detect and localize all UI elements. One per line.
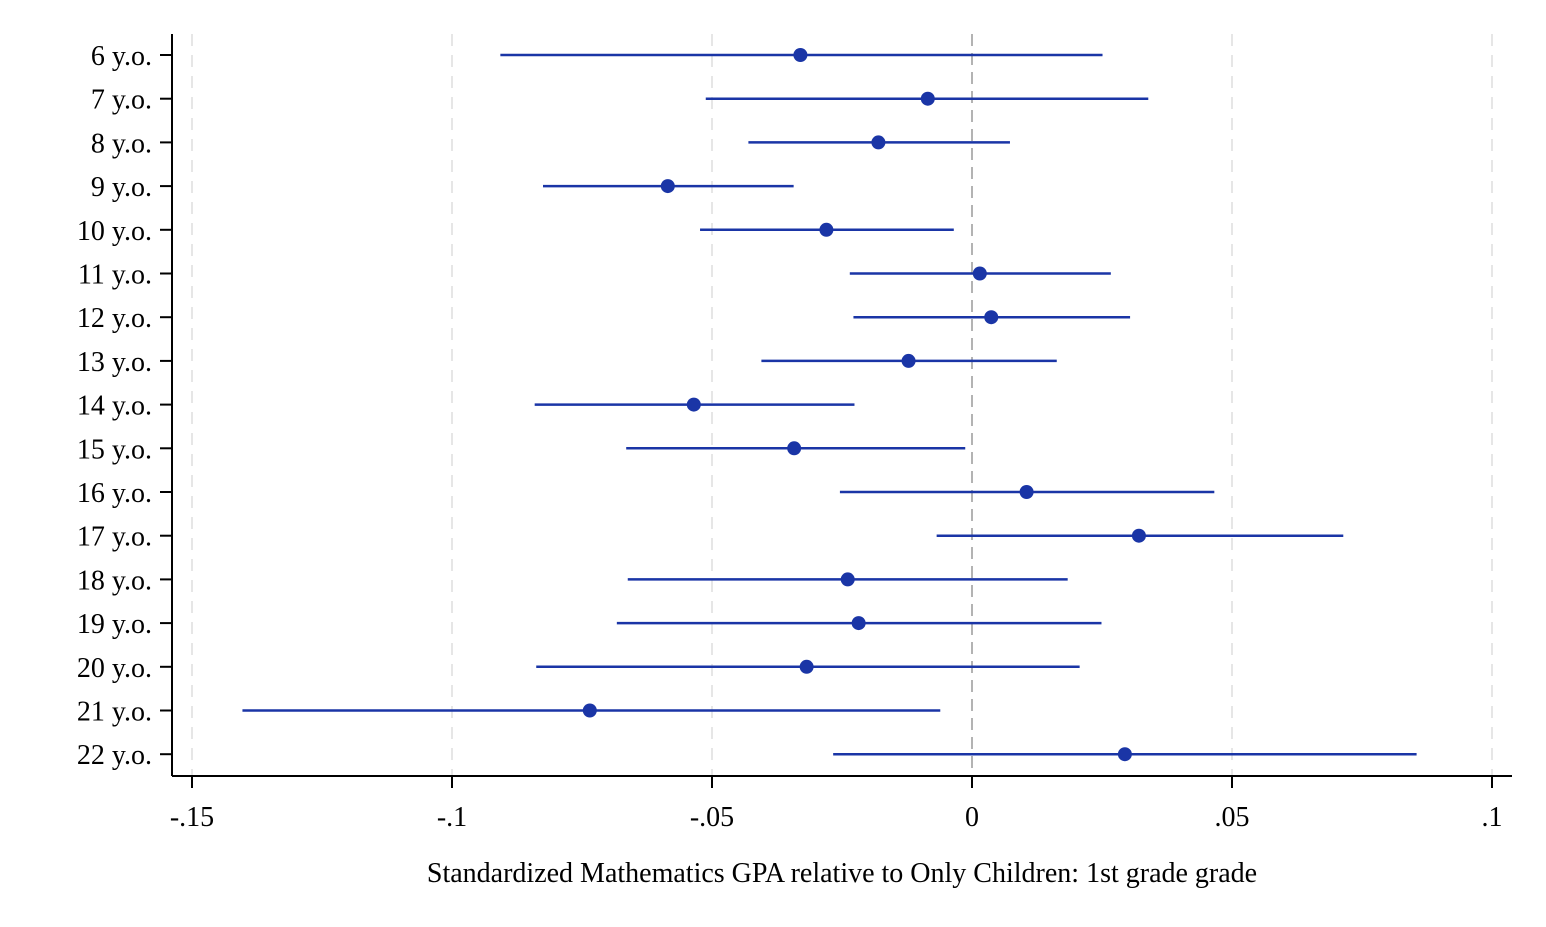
point-estimate bbox=[787, 441, 802, 456]
y-tick-label: 8 y.o. bbox=[91, 128, 152, 159]
y-tick-label: 12 y.o. bbox=[77, 303, 152, 334]
y-tick-label: 21 y.o. bbox=[77, 697, 152, 728]
point-estimate bbox=[686, 397, 701, 412]
y-tick-label: 18 y.o. bbox=[77, 565, 152, 596]
point-estimate bbox=[871, 135, 886, 150]
y-tick-label: 11 y.o. bbox=[78, 260, 152, 291]
estimates-layer bbox=[242, 48, 1417, 762]
y-tick-label: 20 y.o. bbox=[77, 653, 152, 684]
point-estimate bbox=[793, 48, 808, 62]
x-axis-title: Standardized Mathematics GPA relative to… bbox=[427, 858, 1257, 889]
x-axis-ticks: -.15 -.1 -.05 0 .05 .1 bbox=[170, 776, 1503, 833]
point-estimate bbox=[1019, 485, 1034, 499]
point-estimate bbox=[901, 353, 916, 368]
point-estimate bbox=[851, 616, 866, 631]
y-tick-label: 22 y.o. bbox=[77, 740, 152, 771]
point-estimate bbox=[660, 179, 675, 194]
x-tick-label: .05 bbox=[1215, 802, 1250, 833]
y-tick-label: 14 y.o. bbox=[77, 391, 152, 422]
point-estimate bbox=[972, 266, 987, 281]
y-tick-label: 9 y.o. bbox=[91, 172, 152, 203]
point-estimate bbox=[984, 310, 999, 325]
y-tick-label: 10 y.o. bbox=[77, 216, 152, 247]
point-estimate bbox=[840, 572, 855, 587]
x-tick-label: -.05 bbox=[690, 802, 734, 833]
point-estimate bbox=[819, 222, 834, 237]
point-estimate bbox=[799, 659, 814, 674]
x-tick-label: -.15 bbox=[170, 802, 214, 833]
x-tick-label: 0 bbox=[965, 802, 979, 833]
x-tick-label: .1 bbox=[1482, 802, 1503, 833]
y-tick-label: 7 y.o. bbox=[91, 85, 152, 116]
y-axis-ticks: 6 y.o. 7 y.o. 8 y.o. 9 y.o. 10 y.o. 11 y.o. 12… bbox=[77, 41, 172, 771]
point-estimate bbox=[582, 703, 597, 718]
y-tick-label: 17 y.o. bbox=[77, 522, 152, 553]
y-tick-label: 15 y.o. bbox=[77, 434, 152, 465]
x-tick-label: -.1 bbox=[437, 802, 467, 833]
y-tick-label: 6 y.o. bbox=[91, 41, 152, 72]
y-tick-label: 19 y.o. bbox=[77, 609, 152, 640]
point-estimate bbox=[1117, 747, 1132, 762]
grid-layer bbox=[191, 34, 1493, 776]
point-estimate bbox=[920, 91, 935, 106]
point-estimate bbox=[1131, 528, 1146, 543]
y-tick-label: 16 y.o. bbox=[77, 478, 152, 509]
y-tick-label: 13 y.o. bbox=[77, 347, 152, 378]
